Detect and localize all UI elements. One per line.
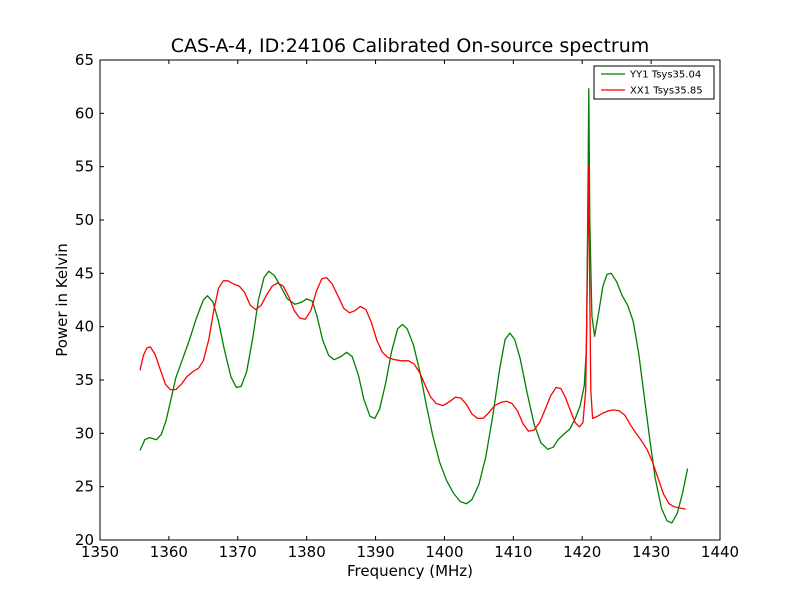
x-tick-label: 1360 [150,543,188,561]
plot-area [99,59,721,541]
y-tick-label: 40 [75,318,94,336]
legend-label-xx1: XX1 Tsys35.85 [630,86,703,97]
x-tick-label: 1420 [563,543,601,561]
legend: YY1 Tsys35.04 XX1 Tsys35.85 [593,65,715,100]
y-tick-label: 45 [75,264,94,282]
x-tick-label: 1380 [288,543,326,561]
y-tick-label: 55 [75,158,94,176]
legend-label-yy1: YY1 Tsys35.04 [629,70,701,81]
x-tick-label: 1390 [356,543,394,561]
y-axis-label: Power in Kelvin [53,243,71,357]
x-axis-label: Frequency (MHz) [347,562,473,580]
series-line-yy1 [139,88,689,524]
x-tick-label: 1440 [701,543,739,561]
y-tick-label: 50 [75,211,94,229]
plot-frame [99,59,721,541]
y-tick-label: 60 [75,104,94,122]
x-tick-label: 1370 [219,543,257,561]
x-tick-label: 1410 [494,543,532,561]
legend-box [593,65,715,100]
y-axis: 20 25 30 35 40 45 50 55 60 65 [75,51,720,549]
y-tick-label: 30 [75,424,94,442]
series-group [139,88,689,524]
y-tick-label: 25 [75,478,94,496]
y-tick-label: 20 [75,531,94,549]
chart-title: CAS-A-4, ID:24106 Calibrated On-source s… [171,35,650,57]
y-tick-label: 65 [75,51,94,69]
x-tick-label: 1430 [632,543,670,561]
x-tick-label: 1400 [425,543,463,561]
y-tick-label: 35 [75,371,94,389]
x-tick-label: 1350 [81,543,119,561]
x-axis: 1350 1360 1370 1380 1390 1400 1410 1420 1430 1440 [81,60,739,561]
series-line-xx1 [139,166,686,510]
